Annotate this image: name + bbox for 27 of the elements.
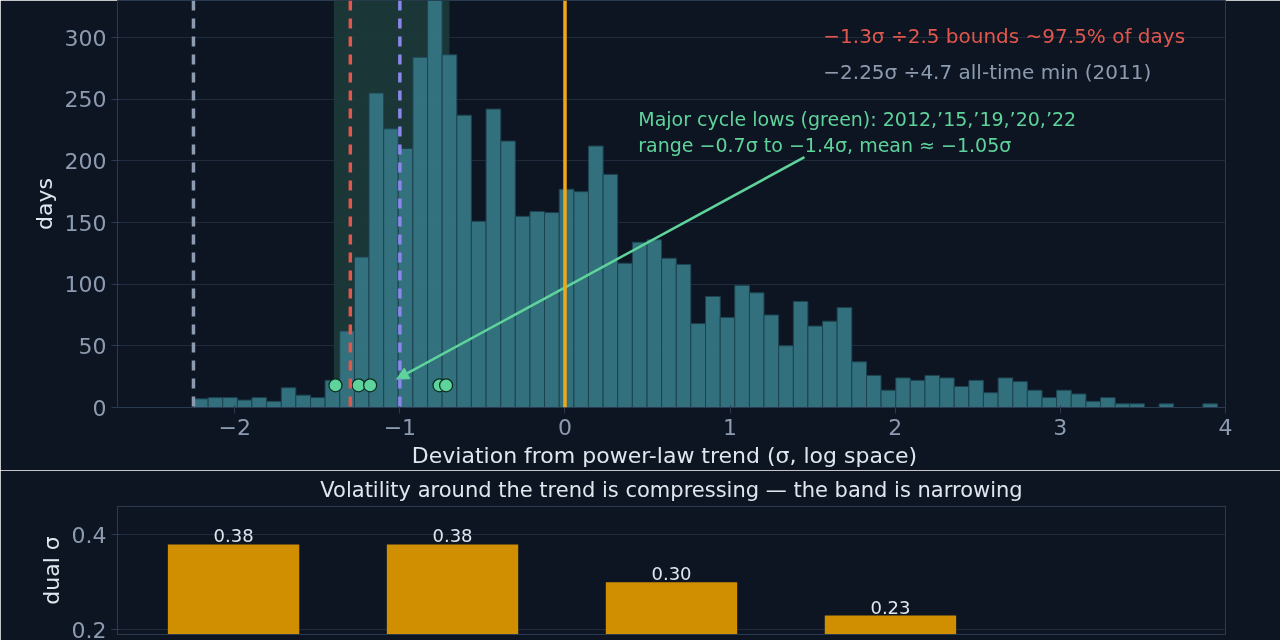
annotation: Major cycle lows (green): 2012,’15,’19,’20,’22 range −0.7σ to −1.4σ, mean ≈ −1.05σ — [638, 107, 1077, 156]
x-tick-label: 0 — [557, 414, 572, 440]
y-tick-label: 50 — [78, 333, 107, 359]
x-tick-label: 4 — [1218, 414, 1233, 440]
y-tick-label: 150 — [64, 210, 107, 236]
y-tick-label: 0 — [92, 395, 107, 421]
x-tick-label: −2 — [218, 414, 251, 440]
x-tick-label: 3 — [1053, 414, 1068, 440]
x-axis-title: Deviation from power-law trend (σ, log space) — [411, 442, 918, 468]
y-tick-label: 300 — [64, 25, 107, 51]
ref-line-label: −2.25σ ÷4.7 all-time min (2011) — [823, 60, 1152, 85]
data-label: 0.38 — [213, 525, 254, 547]
y-axis-title: days — [31, 178, 57, 230]
x-tick-label: 1 — [723, 414, 738, 440]
y-tick-label: 200 — [64, 148, 107, 174]
data-label: 0.23 — [870, 596, 911, 618]
y-tick-label: 0.4 — [71, 522, 107, 548]
y-tick-label: 100 — [64, 272, 107, 298]
chart-title: Volatility around the trend is compressing — the band is narrowing — [320, 477, 1023, 502]
x-tick-label: 2 — [888, 414, 903, 440]
data-label: 0.38 — [432, 525, 473, 547]
ref-line-label: −1.3σ ÷2.5 bounds ~97.5% of days — [823, 24, 1186, 49]
y-tick-label: 250 — [64, 87, 107, 113]
x-tick-label: −1 — [383, 414, 417, 440]
y-axis-title: dual σ — [38, 536, 64, 605]
data-label: 0.30 — [651, 563, 692, 585]
y-tick-label: 0.2 — [71, 617, 107, 640]
